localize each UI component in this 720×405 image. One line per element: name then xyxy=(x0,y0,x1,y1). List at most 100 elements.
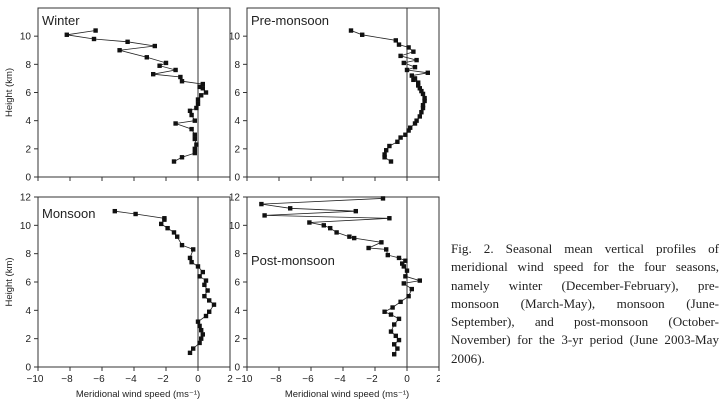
p1-data-point xyxy=(192,146,197,152)
p3-ytick-label: 0 xyxy=(25,363,31,374)
p4-data-point xyxy=(353,208,358,214)
figure-caption: Fig. 2. Seasonal mean vertical profiles … xyxy=(451,241,719,366)
p4-data-point xyxy=(385,252,390,258)
p3-xtick-label: −8 xyxy=(61,374,73,385)
p4-xlabel: Meridional wind speed (ms⁻¹) xyxy=(285,389,409,400)
p4-data-point xyxy=(396,316,402,322)
p1-data-point xyxy=(93,28,98,33)
p3-data-point xyxy=(200,269,205,275)
p3-ytick-label: 8 xyxy=(25,249,31,260)
p2-data-point xyxy=(348,28,354,33)
p2-data-point xyxy=(409,73,414,78)
p3-data-point xyxy=(207,298,212,303)
p3-data-point xyxy=(207,309,212,314)
p4-data-point xyxy=(401,281,406,286)
p3-xlabel: Meridional wind speed (ms⁻¹) xyxy=(76,389,200,400)
p3-data-point xyxy=(195,319,201,324)
p4-data-point xyxy=(395,346,400,351)
p4-ytick-label: 2 xyxy=(234,334,240,345)
p3-data-point xyxy=(191,346,196,351)
p2-ytick-label: 2 xyxy=(234,144,240,155)
p2-ytick-label: 4 xyxy=(234,116,240,127)
p4-data-point xyxy=(403,258,408,263)
p3-ylabel: Height (km) xyxy=(4,257,15,306)
p2-data-point xyxy=(411,49,416,54)
p4-data-point xyxy=(387,216,392,221)
p2-series-line xyxy=(350,30,428,162)
p2-data-point xyxy=(412,64,418,70)
p2-data-point xyxy=(401,60,406,66)
p4-data-point xyxy=(352,235,357,241)
p1-data-point xyxy=(203,90,209,95)
p1-data-point xyxy=(189,112,194,118)
p1-data-point xyxy=(173,67,178,73)
p3-title: Monsoon xyxy=(42,206,95,221)
p3-data-point xyxy=(202,293,207,299)
p3-data-point xyxy=(112,208,117,214)
p1-ytick-label: 6 xyxy=(25,88,31,99)
p3-xtick-label: 2 xyxy=(227,374,233,385)
p2-data-point xyxy=(384,148,389,153)
p2-data-point xyxy=(398,135,403,140)
p2-data-point xyxy=(393,38,398,43)
p3-data-point xyxy=(197,340,202,346)
p2-data-point xyxy=(417,114,422,119)
p3-data-point xyxy=(199,327,204,333)
p1-ytick-label: 8 xyxy=(25,60,31,71)
p1-data-point xyxy=(179,79,185,84)
p2-data-point xyxy=(395,139,400,144)
p1-series-line xyxy=(66,30,207,162)
p4-ytick-label: 12 xyxy=(229,193,241,204)
p4-data-point xyxy=(409,286,414,292)
p3-xtick-label: −2 xyxy=(157,374,169,385)
p3-ytick-label: 6 xyxy=(25,278,31,289)
p4-xtick-label: −8 xyxy=(270,374,282,385)
p2-ytick-label: 0 xyxy=(234,173,240,184)
p3-data-point xyxy=(191,247,196,252)
p4-data-point xyxy=(321,223,326,228)
p1-data-point xyxy=(151,71,156,77)
p4-xtick-label: 2 xyxy=(436,374,440,385)
p4-data-point xyxy=(392,352,397,357)
p4-data-point xyxy=(384,247,389,252)
p3-data-point xyxy=(197,274,202,279)
p1-title: Winter xyxy=(42,13,80,28)
p3-xtick-label: 0 xyxy=(195,374,201,385)
p2-data-point xyxy=(387,143,392,149)
p3-data-point xyxy=(189,259,194,265)
p3-data-point xyxy=(197,323,202,329)
p2-ytick-label: 6 xyxy=(234,88,240,99)
p4-data-point xyxy=(347,234,352,239)
p4-data-point xyxy=(403,274,408,279)
p1-ytick-label: 0 xyxy=(25,173,31,184)
p4-data-point xyxy=(388,312,394,317)
p2-data-point xyxy=(420,102,426,108)
p3-ytick-label: 4 xyxy=(25,306,31,317)
p4-xtick-label: −10 xyxy=(236,374,253,385)
p4-data-point xyxy=(334,230,339,235)
p2-data-point xyxy=(360,32,365,37)
p1-data-point xyxy=(171,159,177,164)
p4-data-point xyxy=(398,299,403,305)
p4-ytick-label: 4 xyxy=(234,306,240,317)
p1-data-point xyxy=(144,55,149,60)
p3-xtick-label: −4 xyxy=(125,374,137,385)
p4-data-point xyxy=(328,225,333,231)
p2-data-point xyxy=(404,67,410,73)
p3-data-point xyxy=(162,216,167,221)
p2-data-point xyxy=(417,86,422,91)
p2-data-point xyxy=(388,159,394,164)
p1-data-point xyxy=(195,97,201,102)
p2-data-point xyxy=(403,132,408,137)
p2-data-point xyxy=(406,128,411,133)
p4-data-point xyxy=(390,305,395,310)
p1-data-point xyxy=(152,43,157,49)
p1-data-point xyxy=(197,84,202,90)
p1-data-point xyxy=(194,105,199,111)
p2-data-point xyxy=(412,76,418,81)
p4-data-point xyxy=(380,196,386,201)
p4-data-point xyxy=(259,201,264,207)
p4-data-point xyxy=(307,220,312,225)
p4-ytick-label: 10 xyxy=(229,221,241,232)
p4-ytick-label: 0 xyxy=(234,363,240,374)
